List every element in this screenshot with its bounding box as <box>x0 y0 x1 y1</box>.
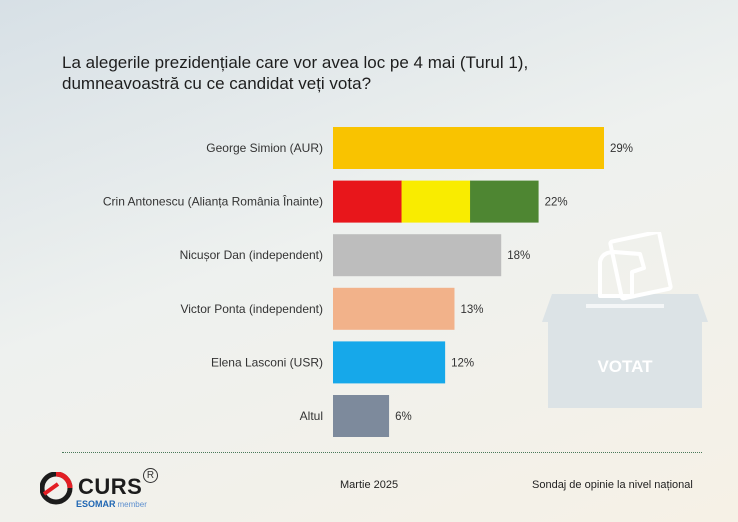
category-label: Altul <box>300 409 323 423</box>
logo-sub-member: member <box>117 500 147 509</box>
logo-text: CURS <box>78 474 143 499</box>
ballot-label: VOTAT <box>597 357 653 376</box>
category-label: Victor Ponta (independent) <box>180 302 323 316</box>
chart-title: La alegerile prezidențiale care vor avea… <box>62 52 702 94</box>
bar-segment <box>333 180 403 223</box>
logo-sub-esomar: ESOMAR <box>76 499 116 509</box>
registered-icon: R <box>143 468 158 483</box>
value-label: 12% <box>451 357 474 369</box>
ballot-box-icon: VOTAT <box>540 229 710 412</box>
value-label: 29% <box>610 143 633 155</box>
footer-divider <box>62 452 702 453</box>
footer-date: Martie 2025 <box>340 479 399 491</box>
bar <box>333 395 390 437</box>
bar-chart: George Simion (AUR) 29% Crin Antonescu (Al… <box>103 127 633 437</box>
category-label: George Simion (AUR) <box>206 141 323 155</box>
bar <box>333 287 455 330</box>
bar <box>333 234 502 277</box>
chart-title-line-1: La alegerile prezidențiale care vor avea… <box>62 53 529 72</box>
footer-note: Sondaj de opinie la nivel național <box>532 479 693 491</box>
bar-segment <box>470 180 539 223</box>
logo-subtitle: ESOMAR member <box>76 499 147 509</box>
bar-segment <box>401 180 471 223</box>
curs-logo-icon <box>40 472 73 505</box>
value-label: 22% <box>545 197 568 209</box>
category-label: Nicușor Dan (independent) <box>180 248 323 262</box>
category-label: Elena Lasconi (USR) <box>211 355 323 369</box>
category-label: Crin Antonescu (Alianța România Înainte) <box>103 194 323 209</box>
bar <box>333 127 604 169</box>
bar <box>333 341 446 384</box>
value-label: 18% <box>507 250 530 262</box>
value-label: 13% <box>460 304 483 316</box>
value-label: 6% <box>395 411 412 423</box>
curs-logo: CURS R ESOMAR member <box>40 468 170 514</box>
chart-title-line-2: dumneavoastră cu ce candidat veți vota? <box>62 74 372 93</box>
